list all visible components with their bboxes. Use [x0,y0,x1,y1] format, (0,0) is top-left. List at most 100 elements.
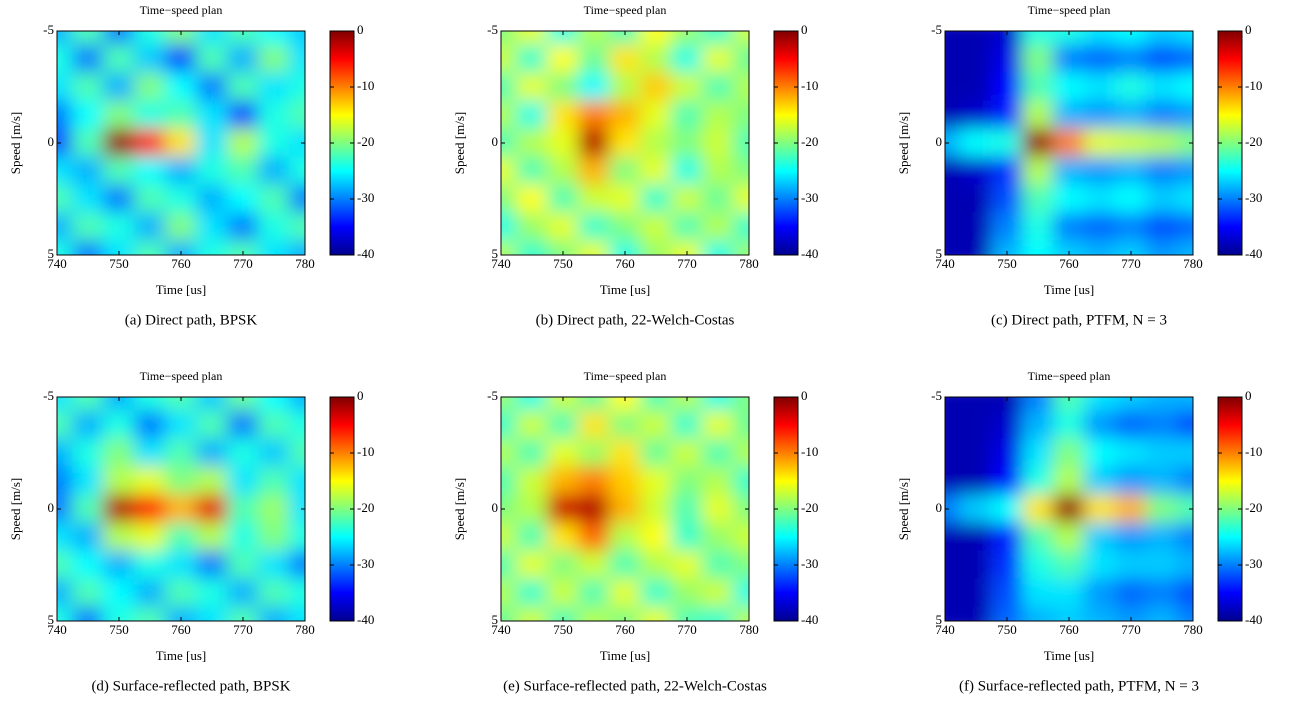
heat-cell [1146,466,1178,496]
heat-cell [1146,494,1178,524]
heat-cell [134,212,166,242]
heat-cell [1053,438,1085,468]
heat-cell [1084,72,1116,102]
heat-cell [501,128,517,158]
chart-title: Time−speed plan [1028,3,1111,17]
heat-cell [289,410,305,440]
heatmap-area [57,397,305,621]
heat-cell [57,550,73,580]
heat-cell [1177,522,1193,552]
heat-cell [733,184,749,214]
heat-cell [134,550,166,580]
heat-cell [1146,550,1178,580]
heat-cell [671,31,703,46]
heat-cell [501,31,517,46]
y-tick-label: 5 [492,246,499,261]
heat-cell [945,212,961,242]
heat-cell [547,522,579,552]
heat-cell [501,410,517,440]
heat-cell [57,522,73,552]
heat-cell [702,438,734,468]
heat-cell [516,240,548,255]
colorbar-tick-label: -40 [801,612,818,627]
colorbar-tick-label: -40 [357,612,374,627]
heat-cell [165,31,197,46]
y-axis-label: Speed [m/s] [452,478,467,540]
heat-cell [1053,100,1085,130]
heat-cell [72,550,104,580]
heat-cell [72,606,104,621]
heat-cell [134,578,166,608]
x-tick-label: 750 [109,256,129,271]
y-tick-label: -5 [487,388,498,403]
heat-cell [640,550,672,580]
heat-cell [671,72,703,102]
heat-cell [196,44,228,74]
heat-cell [1115,494,1147,524]
heat-cell [1084,184,1116,214]
heat-cell [671,156,703,186]
heat-cell [1053,606,1085,621]
x-tick-label: 780 [295,622,315,637]
heat-cell [227,31,259,46]
heat-cell [501,212,517,242]
heat-cell [134,606,166,621]
panel: Time−speed plan 740 750 760 770 780 -5 0 5 Time [… [452,369,818,695]
x-axis-label: Time [us] [1044,648,1094,663]
heat-cell [134,44,166,74]
colorbar-tick-label: -10 [801,444,818,459]
heat-cell [671,100,703,130]
heat-cell [1146,240,1178,255]
heat-cell [991,578,1023,608]
heat-cell [196,31,228,46]
heat-cell [945,72,961,102]
heat-cell [1053,522,1085,552]
heat-cell [196,410,228,440]
heat-cell [578,240,610,255]
heat-cell [501,550,517,580]
heat-cell [1177,550,1193,580]
heat-cell [289,522,305,552]
heat-cell [991,410,1023,440]
heat-cell [945,44,961,74]
heat-cell [1084,44,1116,74]
heat-cell [1053,466,1085,496]
heat-cell [578,72,610,102]
heat-cell [609,397,641,412]
heat-cell [1084,156,1116,186]
x-axis-label: Time [us] [156,648,206,663]
caption: (f) Surface-reflected path, PTFM, N = 3 [959,678,1199,694]
heat-cell [547,578,579,608]
heat-cell [165,100,197,130]
colorbar-tick-label: 0 [801,388,808,403]
heat-cell [733,212,749,242]
colorbar-tick-label: -30 [357,190,374,205]
heat-cell [196,578,228,608]
heat-cell [578,410,610,440]
heat-cell [1146,72,1178,102]
panel: Time−speed plan 740 750 760 770 780 -5 0 5 Time [… [896,369,1262,695]
heat-cell [227,156,259,186]
colorbar-tick-label: -40 [1245,612,1262,627]
heat-cell [578,44,610,74]
x-tick-label: 780 [739,256,759,271]
heat-cell [578,156,610,186]
heat-cell [945,466,961,496]
heat-cell [671,494,703,524]
heat-cell [945,494,961,524]
x-axis-label: Time [us] [156,282,206,297]
x-axis-label: Time [us] [600,648,650,663]
colorbar-tick-label: 0 [357,388,364,403]
heat-cell [640,100,672,130]
heat-cell [733,397,749,412]
heat-cell [165,240,197,255]
heat-cell [702,31,734,46]
heat-cell [609,100,641,130]
heat-cell [578,606,610,621]
heat-cell [609,522,641,552]
heat-cell [1146,438,1178,468]
heat-cell [640,466,672,496]
heat-cell [1146,156,1178,186]
heat-cell [671,44,703,74]
heat-cell [103,31,135,46]
